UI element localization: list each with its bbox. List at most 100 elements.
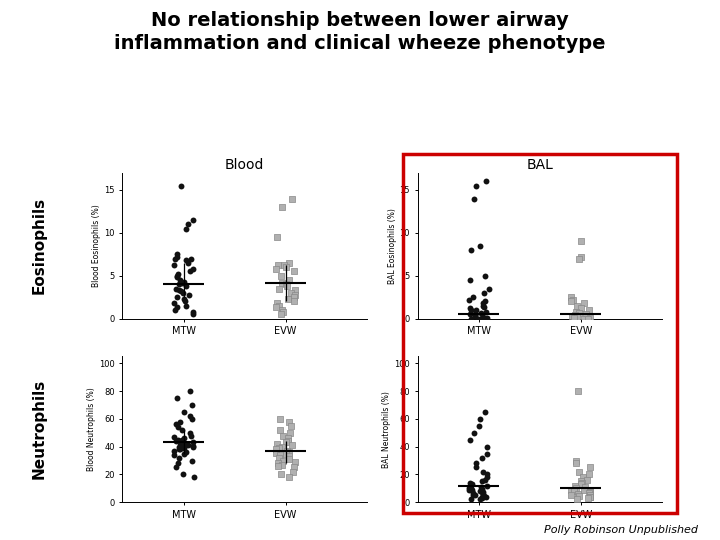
Point xyxy=(288,293,300,301)
Point xyxy=(278,307,289,316)
Point xyxy=(180,282,192,291)
Point xyxy=(571,495,582,503)
Point xyxy=(476,494,487,502)
Text: Polly Robinson Unpublished: Polly Robinson Unpublished xyxy=(544,524,698,535)
Point xyxy=(476,313,487,322)
Point xyxy=(184,428,196,437)
Point xyxy=(275,272,287,280)
Point xyxy=(285,422,297,430)
Point xyxy=(585,488,596,497)
Point xyxy=(465,484,477,492)
Point xyxy=(464,478,476,487)
Point xyxy=(582,494,594,502)
Point xyxy=(467,489,479,497)
Point xyxy=(284,417,295,426)
Point xyxy=(180,297,192,306)
Point xyxy=(276,203,287,212)
Point xyxy=(476,492,487,501)
Point xyxy=(469,310,481,319)
Point xyxy=(481,313,492,322)
Point xyxy=(171,272,183,280)
Point xyxy=(179,278,190,286)
Point xyxy=(275,470,287,479)
Point xyxy=(280,280,292,288)
Point xyxy=(470,463,482,472)
Point xyxy=(281,282,292,291)
Point xyxy=(171,293,183,301)
Point xyxy=(284,455,295,463)
Point xyxy=(575,477,587,485)
Point xyxy=(173,443,184,451)
Point xyxy=(468,428,480,437)
Point xyxy=(474,422,485,430)
Point xyxy=(180,224,192,233)
Point xyxy=(178,444,189,453)
Point xyxy=(585,493,596,502)
Point xyxy=(481,481,492,490)
Point xyxy=(571,313,582,321)
Point xyxy=(580,310,592,319)
Point xyxy=(284,259,295,267)
Point xyxy=(283,276,294,285)
Point xyxy=(289,463,300,472)
Point xyxy=(273,454,284,462)
Point xyxy=(280,449,292,458)
Point xyxy=(179,408,190,416)
Point xyxy=(574,491,585,500)
Point xyxy=(168,261,179,270)
Point xyxy=(476,477,487,485)
Point xyxy=(583,306,595,314)
Point xyxy=(481,442,492,451)
Point xyxy=(585,492,596,501)
Point xyxy=(270,449,282,457)
Point xyxy=(171,463,182,472)
Y-axis label: BAL Eosinophils (%): BAL Eosinophils (%) xyxy=(387,208,397,284)
Point xyxy=(469,491,481,500)
Point xyxy=(474,487,485,495)
Point xyxy=(464,276,476,285)
Point xyxy=(287,467,299,476)
Point xyxy=(570,307,582,316)
Point xyxy=(477,299,489,307)
Point xyxy=(477,488,488,496)
Point xyxy=(271,233,283,241)
Text: Eosinophils: Eosinophils xyxy=(32,197,47,294)
Point xyxy=(477,301,489,310)
Point xyxy=(284,448,295,456)
Point xyxy=(282,437,294,445)
Point xyxy=(186,401,197,409)
Point xyxy=(275,310,287,319)
Point xyxy=(184,387,196,395)
Point xyxy=(476,454,487,462)
Point xyxy=(287,441,298,450)
Point xyxy=(479,288,490,297)
Point xyxy=(178,449,189,458)
Point xyxy=(575,304,587,313)
Point xyxy=(289,297,300,306)
Point xyxy=(575,480,586,489)
Point xyxy=(178,470,189,479)
Point xyxy=(565,293,577,301)
Point xyxy=(174,445,185,454)
Point xyxy=(479,476,490,484)
Point xyxy=(168,447,180,455)
Point xyxy=(466,486,477,495)
Point xyxy=(277,456,289,465)
Point xyxy=(570,456,582,465)
Point xyxy=(569,487,580,495)
Point xyxy=(274,451,286,460)
Point xyxy=(478,313,490,321)
Point xyxy=(182,259,194,267)
Point xyxy=(274,284,285,293)
Point xyxy=(578,486,590,495)
Point xyxy=(187,442,199,451)
Point xyxy=(463,295,474,304)
Point xyxy=(570,311,581,320)
Point xyxy=(174,444,185,453)
Point xyxy=(172,436,184,445)
Point xyxy=(480,493,492,502)
Point xyxy=(175,181,186,190)
Point xyxy=(185,431,197,440)
Point xyxy=(174,454,185,462)
Point xyxy=(469,194,480,203)
